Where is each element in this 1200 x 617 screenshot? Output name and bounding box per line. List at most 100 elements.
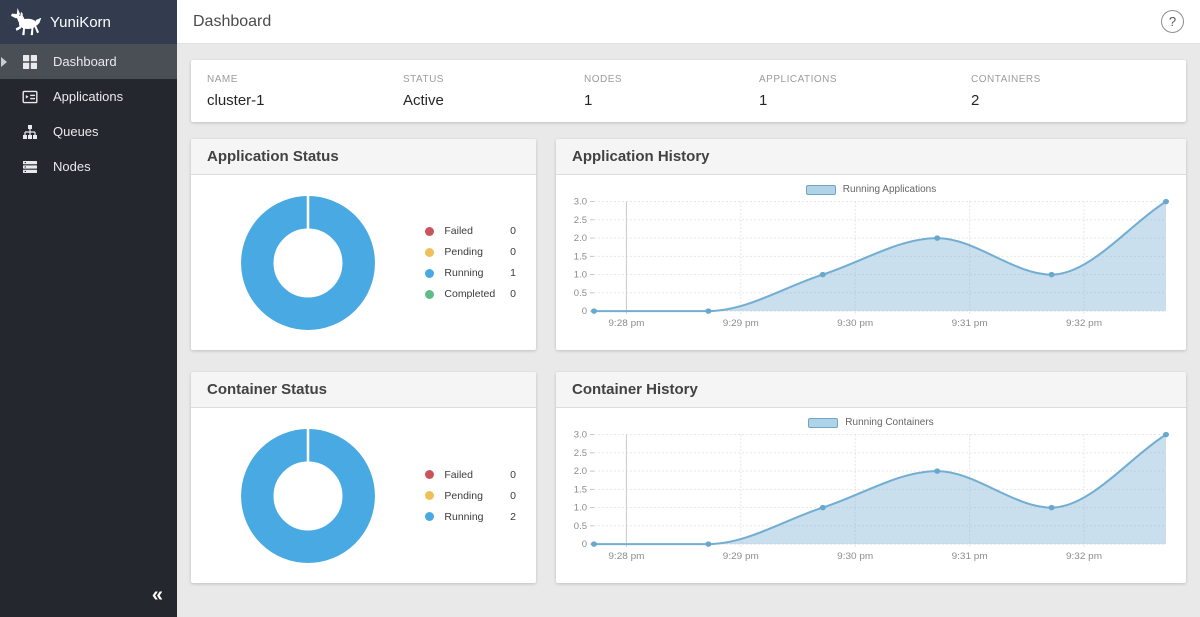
cluster-nodes-field: NODES 1 <box>584 74 759 109</box>
legend-label: Running Applications <box>842 184 937 195</box>
field-label: APPLICATIONS <box>759 74 838 85</box>
data-point <box>591 541 597 547</box>
sidebar-item-nodes[interactable]: Nodes <box>0 149 177 184</box>
cluster-containers-field: CONTAINERS 2 <box>971 74 1170 109</box>
legend-label: Failed <box>444 468 473 481</box>
legend-color-dot <box>425 289 435 299</box>
legend-label: Running <box>444 267 484 279</box>
y-tick-label: 0.5 <box>574 521 587 531</box>
legend-color-dot <box>425 470 435 479</box>
legend-label: Failed <box>444 225 473 237</box>
donut-chart-wrap <box>191 425 425 567</box>
data-point <box>705 308 712 314</box>
y-tick-label: 0 <box>582 539 587 549</box>
x-axis-label: 9:32 pm <box>1066 551 1102 562</box>
sidebar-item-applications[interactable]: Applications <box>0 79 177 114</box>
status-legend: Failed 0 Pending 0 Running 1 Completed 0 <box>425 216 516 309</box>
x-axis-label: 9:28 pm <box>608 551 644 562</box>
dashboard-grid: Application Status Failed 0 Pending 0 Runnin… <box>191 139 1186 583</box>
container-history-chart: 0 0.5 1.0 1.5 2.0 2.5 3.0 9:28 pm 9:29 pm 9:30 pm… <box>574 430 1169 562</box>
chart-legend: Running Containers <box>568 417 1174 428</box>
main-area: Dashboard ? NAME cluster-1 STATUS Active… <box>177 0 1200 617</box>
legend-swatch <box>808 417 839 428</box>
y-tick-label: 2.0 <box>574 466 587 476</box>
data-point <box>1163 198 1169 205</box>
sidebar-collapse-button[interactable]: « <box>151 584 163 606</box>
card-title: Container History <box>556 372 1186 408</box>
y-tick-label: 2.0 <box>574 233 587 243</box>
legend-color-dot <box>425 268 435 278</box>
legend-value: 0 <box>510 489 516 502</box>
x-axis-label: 9:31 pm <box>952 318 988 329</box>
sidebar-item-dashboard[interactable]: Dashboard <box>0 44 177 79</box>
data-point <box>934 235 941 241</box>
field-value: 2 <box>971 92 980 109</box>
application-status-donut <box>241 194 376 330</box>
x-axis-label: 9:30 pm <box>837 318 873 329</box>
field-label: NODES <box>584 74 623 85</box>
data-point <box>705 541 712 547</box>
container-status-body: Failed 0 Pending 0 Running 2 <box>191 408 536 583</box>
y-tick-label: 1.0 <box>574 503 587 513</box>
applications-list-icon <box>22 90 38 103</box>
container-status-card: Container Status Failed 0 Pending 0 Running 2 <box>191 372 536 583</box>
x-axis-label: 9:32 pm <box>1066 318 1102 329</box>
cluster-info-card: NAME cluster-1 STATUS Active NODES 1 APP… <box>191 60 1186 122</box>
legend-item: Pending 0 <box>425 490 516 502</box>
field-label: CONTAINERS <box>971 74 1041 85</box>
dashboard-grid-icon <box>23 54 37 69</box>
legend-item: Failed 0 <box>425 225 516 237</box>
cluster-name-field: NAME cluster-1 <box>207 74 403 109</box>
sidebar-item-label: Nodes <box>53 159 91 174</box>
application-history-body: Running Applications 0 0.5 1.0 1.5 2.0 2.5 3.0… <box>556 175 1186 350</box>
y-tick-label: 3.0 <box>574 197 587 206</box>
y-tick-label: 2.5 <box>574 448 587 458</box>
application-history-card: Application History Running Applications… <box>556 139 1186 350</box>
field-label: NAME <box>207 74 238 85</box>
area-line <box>594 200 1167 313</box>
card-title: Application Status <box>191 139 536 175</box>
area-line <box>594 433 1167 546</box>
x-axis-label: 9:30 pm <box>837 551 873 562</box>
sidebar-item-label: Queues <box>53 124 99 139</box>
help-button[interactable]: ? <box>1161 10 1184 33</box>
sidebar-item-label: Applications <box>53 89 124 104</box>
data-point <box>819 504 826 511</box>
x-axis-label: 9:29 pm <box>723 318 759 329</box>
card-title: Application History <box>556 139 1186 175</box>
cluster-status-field: STATUS Active <box>403 74 584 109</box>
y-tick-label: 0.5 <box>574 288 587 298</box>
help-icon: ? <box>1168 14 1177 29</box>
legend-value: 0 <box>510 225 516 237</box>
app-logo[interactable]: YuniKorn <box>0 0 177 44</box>
card-title: Container Status <box>191 372 536 408</box>
y-tick-label: 1.5 <box>574 252 587 262</box>
app-title: YuniKorn <box>50 13 111 31</box>
legend-value: 0 <box>510 246 516 258</box>
sidebar-item-queues[interactable]: Queues <box>0 114 177 149</box>
data-point <box>591 308 597 314</box>
data-point <box>1048 504 1055 511</box>
legend-label: Running Containers <box>845 417 934 428</box>
legend-item: Pending 0 <box>425 246 516 258</box>
legend-color-dot <box>425 512 435 521</box>
data-point <box>819 271 826 278</box>
legend-color-dot <box>425 491 435 500</box>
application-status-card: Application Status Failed 0 Pending 0 Runnin… <box>191 139 536 350</box>
status-legend: Failed 0 Pending 0 Running 2 <box>425 460 516 532</box>
data-point <box>934 468 941 474</box>
legend-value: 0 <box>510 468 516 481</box>
legend-color-dot <box>425 226 435 236</box>
y-tick-label: 3.0 <box>574 430 587 439</box>
chart-legend: Running Applications <box>568 184 1174 195</box>
content: NAME cluster-1 STATUS Active NODES 1 APP… <box>177 44 1200 617</box>
field-label: STATUS <box>403 74 444 85</box>
y-tick-label: 1.0 <box>574 270 587 280</box>
area-fill <box>594 201 1166 312</box>
sidebar-item-label: Dashboard <box>53 54 117 69</box>
sidebar: YuniKorn Dashboard Applications <box>0 0 177 617</box>
legend-item: Completed 0 <box>425 288 516 300</box>
data-point <box>1048 271 1055 278</box>
legend-label: Pending <box>444 246 483 258</box>
